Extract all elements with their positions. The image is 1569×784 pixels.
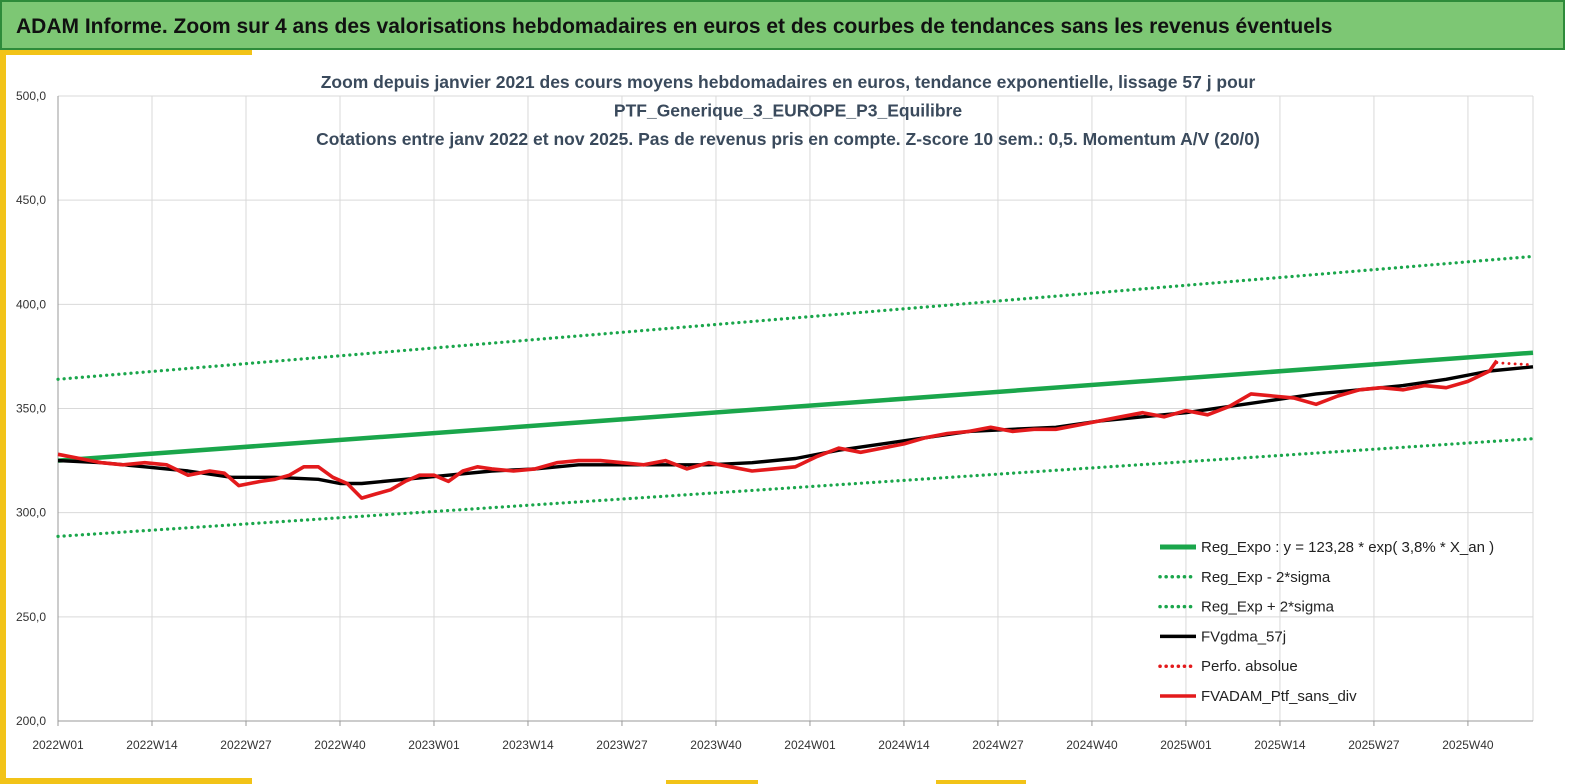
chart-svg: 500,0 450,0 400,0 350,0 300,0 250,0 200,0 2022W…: [16, 72, 1535, 752]
x-tick-label: 2022W40: [314, 738, 366, 752]
accent-bar-left: [0, 50, 6, 778]
x-tick-label: 2023W27: [596, 738, 648, 752]
series-line-4: [1495, 361, 1535, 367]
series-line-5: [57, 359, 1499, 500]
x-tick-label: 2022W27: [220, 738, 272, 752]
x-tick-label: 2024W27: [972, 738, 1024, 752]
accent-bar-bottom-left: [0, 778, 252, 784]
x-tick-label: 2024W01: [784, 738, 836, 752]
y-tick-label: 350,0: [16, 402, 46, 416]
x-tick-label: 2025W01: [1160, 738, 1212, 752]
header-banner: ADAM Informe. Zoom sur 4 ans des valoris…: [0, 0, 1565, 50]
x-tick-label: 2024W14: [878, 738, 930, 752]
series-line-2: [56, 254, 1535, 381]
accent-bar-bottom-right: [936, 780, 1026, 784]
chart-title-line: Cotations entre janv 2022 et nov 2025. P…: [316, 129, 1260, 149]
chart-frame: 500,0 450,0 400,0 350,0 300,0 250,0 200,0 2022W…: [0, 50, 1569, 784]
accent-bar-top: [0, 50, 252, 55]
legend-label: Reg_Expo : y = 123,28 * exp( 3,8% * X_an…: [1201, 539, 1494, 556]
chart-title-line: Zoom depuis janvier 2021 des cours moyen…: [321, 72, 1256, 92]
x-tick-label: 2025W40: [1442, 738, 1494, 752]
y-tick-label: 200,0: [16, 714, 46, 728]
series-line-0: [57, 350, 1534, 463]
y-tick-label: 450,0: [16, 193, 46, 207]
x-tick-label: 2022W01: [32, 738, 84, 752]
chart-title-line: PTF_Generique_3_EUROPE_P3_Equilibre: [614, 101, 962, 121]
y-tick-label: 300,0: [16, 506, 46, 520]
legend-label: Reg_Exp - 2*sigma: [1201, 569, 1331, 586]
legend-label: Reg_Exp + 2*sigma: [1201, 599, 1335, 616]
x-tick-label: 2023W14: [502, 738, 554, 752]
accent-bar-bottom-mid: [666, 780, 758, 784]
legend-label: FVADAM_Ptf_sans_div: [1201, 688, 1357, 705]
x-tick-label: 2024W40: [1066, 738, 1118, 752]
legend-label: Perfo. absolue: [1201, 658, 1298, 675]
series-line-3: [57, 365, 1534, 486]
series-line-1: [56, 437, 1535, 538]
x-tick-label: 2023W01: [408, 738, 460, 752]
page-title: ADAM Informe. Zoom sur 4 ans des valoris…: [16, 15, 1333, 38]
x-tick-label: 2022W14: [126, 738, 178, 752]
y-tick-label: 400,0: [16, 297, 46, 311]
x-tick-label: 2025W14: [1254, 738, 1306, 752]
x-tick-label: 2025W27: [1348, 738, 1400, 752]
legend-label: FVgdma_57j: [1201, 628, 1286, 645]
y-tick-label: 500,0: [16, 89, 46, 103]
x-tick-label: 2023W40: [690, 738, 742, 752]
y-tick-label: 250,0: [16, 610, 46, 624]
